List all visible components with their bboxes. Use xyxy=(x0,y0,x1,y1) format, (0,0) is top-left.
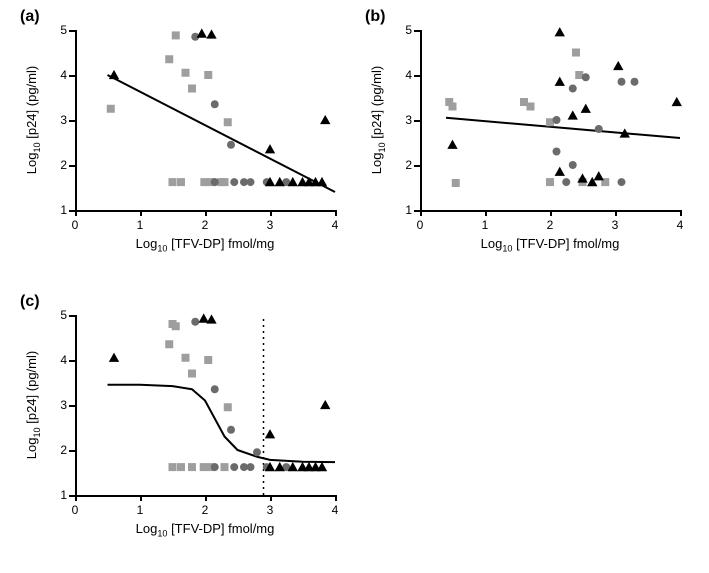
plot-area-c xyxy=(0,0,709,573)
figure-root: (a)0123412345Log10 [TFV-DP] fmol/mgLog10… xyxy=(0,0,709,573)
